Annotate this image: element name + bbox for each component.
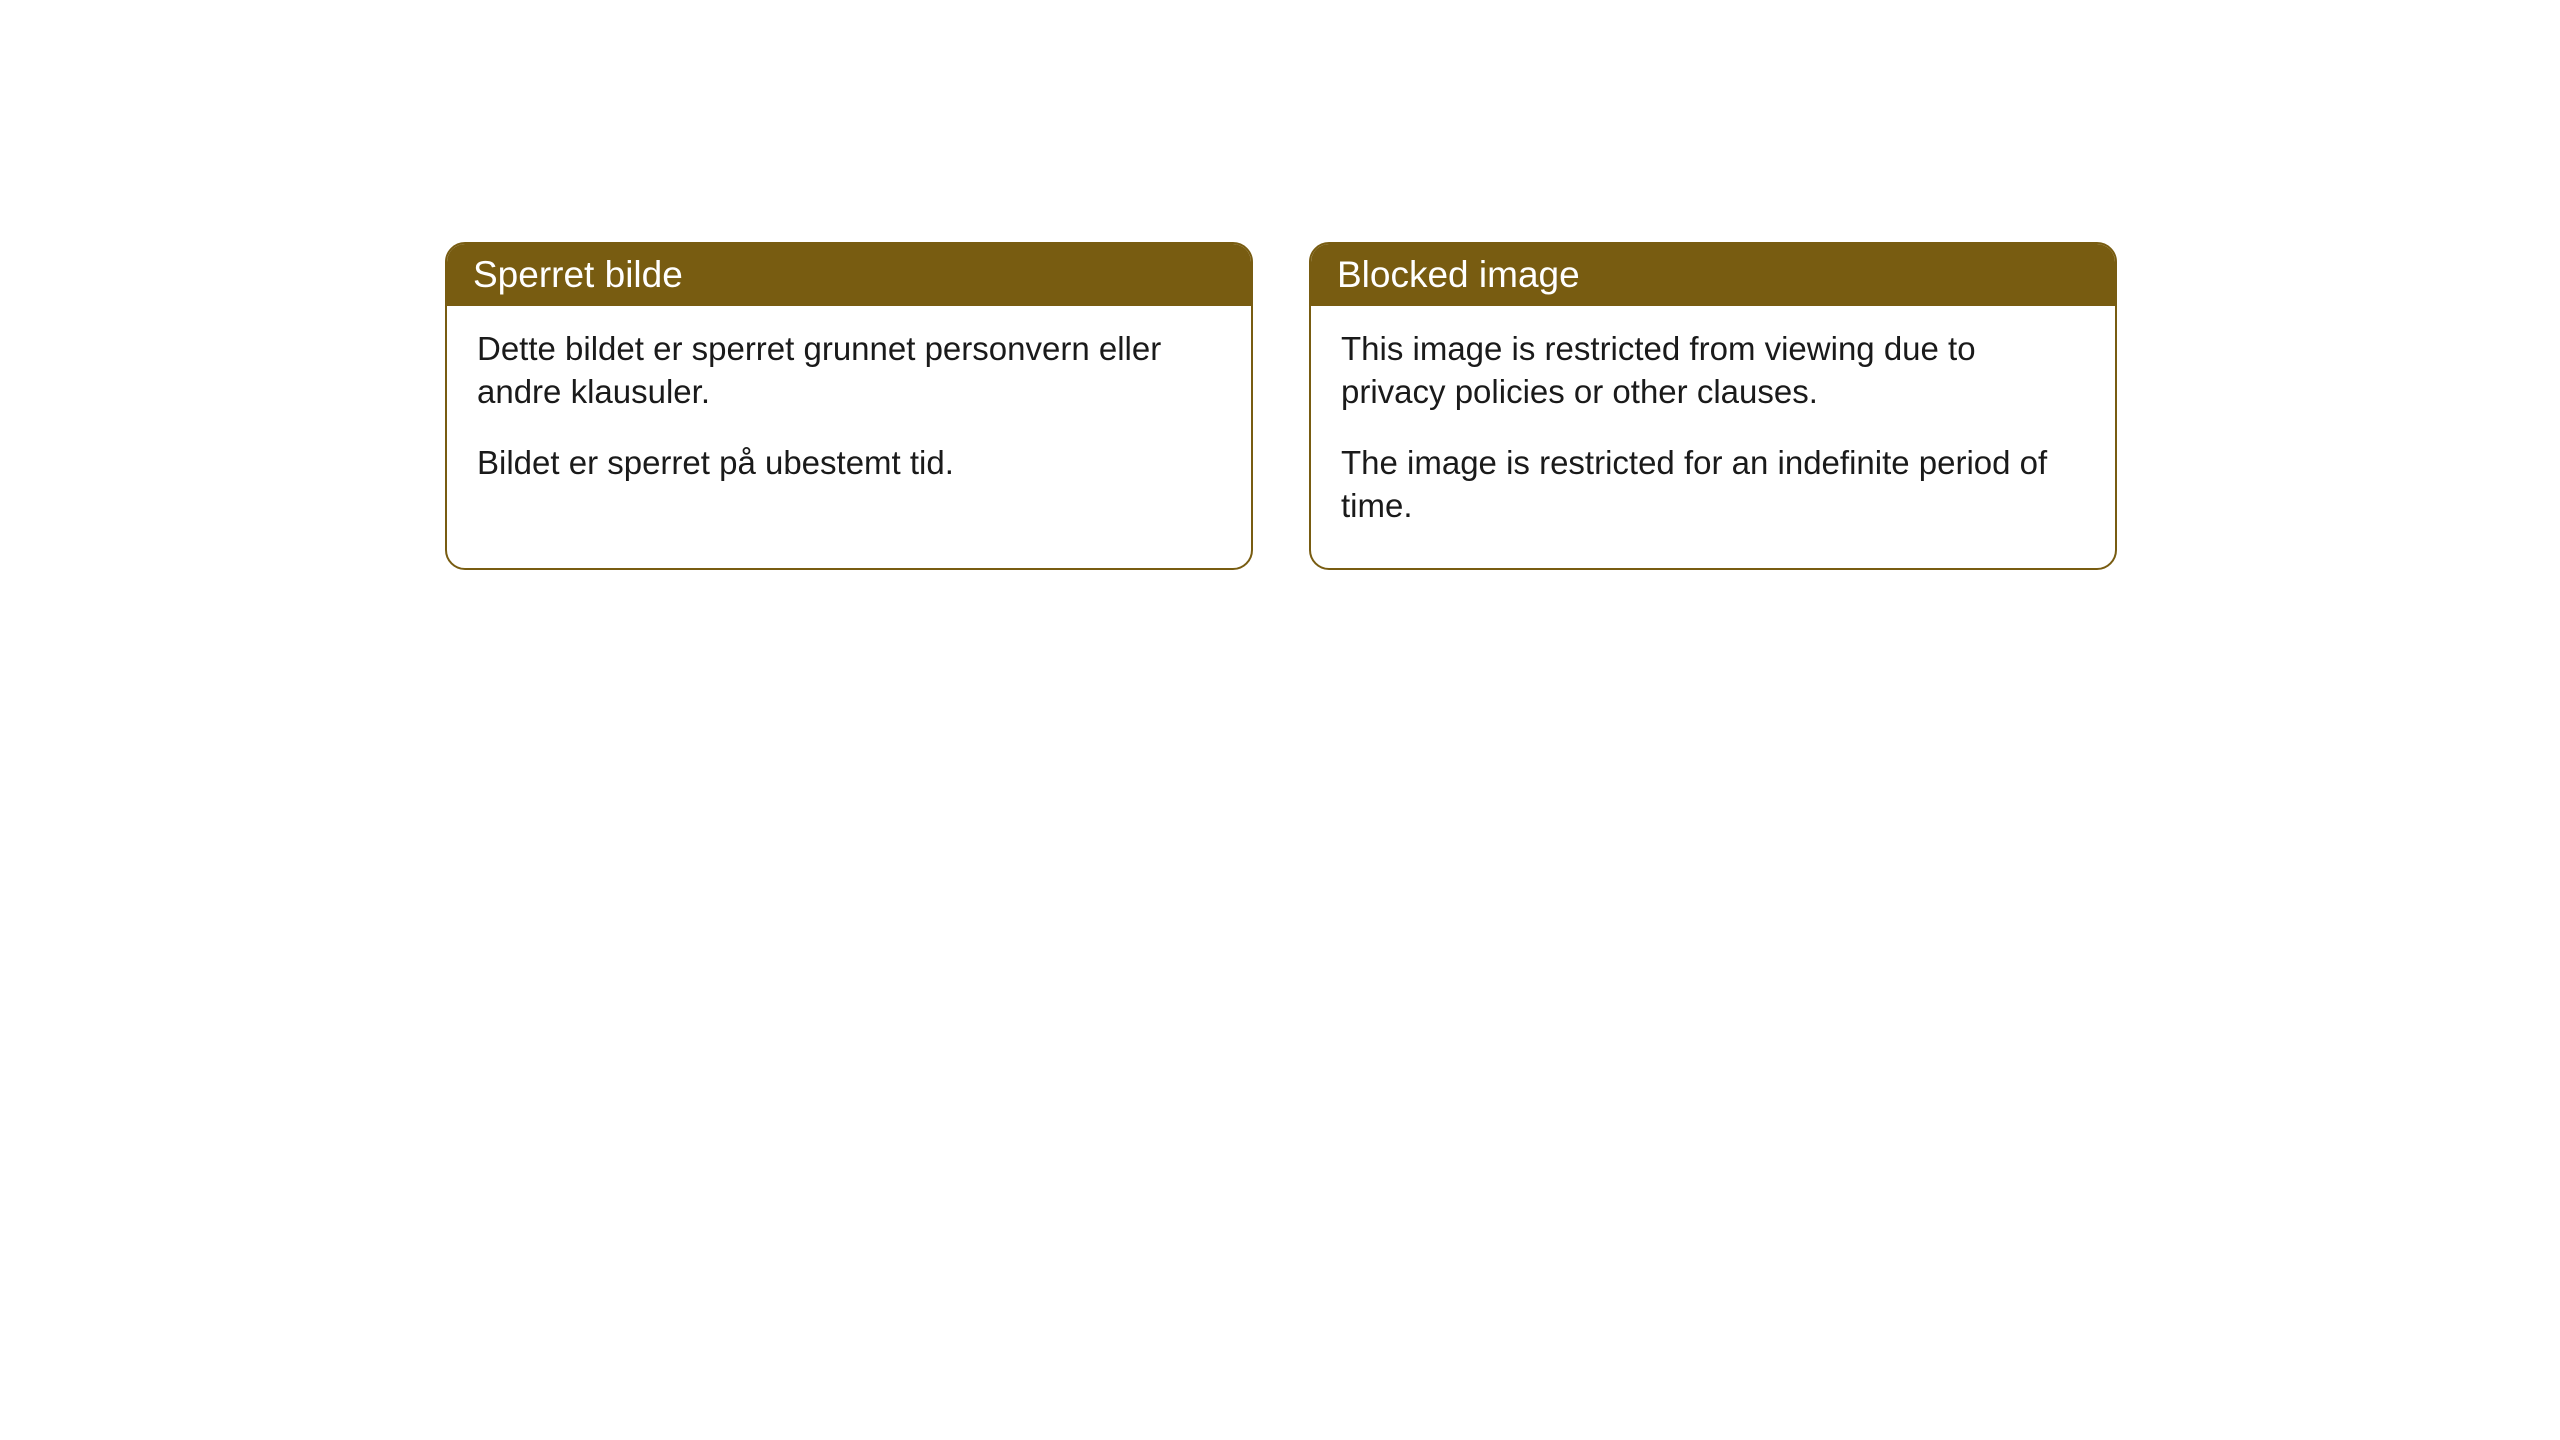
card-header: Blocked image <box>1311 244 2115 306</box>
card-paragraph: This image is restricted from viewing du… <box>1341 328 2085 414</box>
notice-cards-container: Sperret bilde Dette bildet er sperret gr… <box>445 242 2117 570</box>
card-body: Dette bildet er sperret grunnet personve… <box>447 306 1251 525</box>
card-header: Sperret bilde <box>447 244 1251 306</box>
card-paragraph: Dette bildet er sperret grunnet personve… <box>477 328 1221 414</box>
notice-card-norwegian: Sperret bilde Dette bildet er sperret gr… <box>445 242 1253 570</box>
card-paragraph: The image is restricted for an indefinit… <box>1341 442 2085 528</box>
card-paragraph: Bildet er sperret på ubestemt tid. <box>477 442 1221 485</box>
notice-card-english: Blocked image This image is restricted f… <box>1309 242 2117 570</box>
card-title: Blocked image <box>1337 254 1580 295</box>
card-title: Sperret bilde <box>473 254 683 295</box>
card-body: This image is restricted from viewing du… <box>1311 306 2115 568</box>
